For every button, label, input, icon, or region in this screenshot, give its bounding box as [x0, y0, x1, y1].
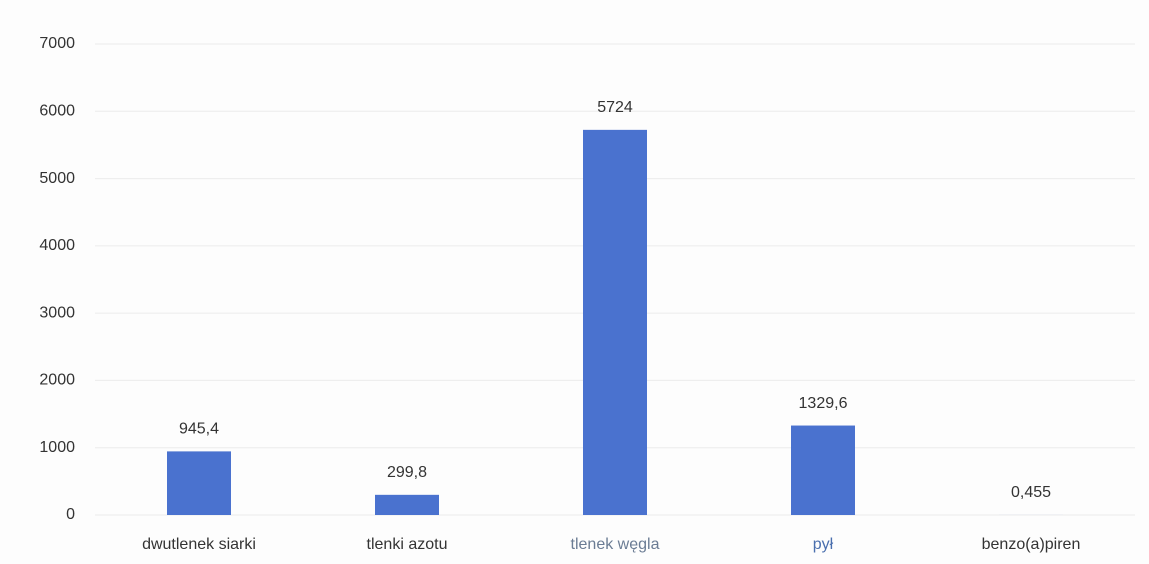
y-tick-label: 6000: [39, 103, 75, 120]
y-tick-label: 3000: [39, 304, 75, 321]
bar: [791, 425, 855, 515]
x-tick-label: tlenek węgla: [571, 536, 660, 553]
x-tick-label: dwutlenek siarki: [142, 536, 256, 553]
data-label: 1329,6: [799, 395, 848, 412]
data-label: 945,4: [179, 421, 219, 438]
bar: [583, 129, 647, 515]
data-label: 5724: [597, 99, 633, 116]
y-tick-label: 2000: [39, 372, 75, 389]
data-label: 0,455: [1011, 484, 1051, 501]
y-tick-label: 0: [66, 506, 75, 523]
bar: [375, 494, 439, 515]
data-label: 299,8: [387, 464, 427, 481]
x-tick-label: benzo(a)piren: [982, 536, 1081, 553]
y-tick-label: 4000: [39, 237, 75, 254]
y-tick-label: 5000: [39, 170, 75, 187]
y-tick-label: 1000: [39, 439, 75, 456]
y-tick-label: 7000: [39, 35, 75, 52]
bar: [167, 451, 231, 515]
x-tick-label: tlenki azotu: [367, 536, 448, 553]
x-tick-label: pył: [813, 536, 834, 553]
